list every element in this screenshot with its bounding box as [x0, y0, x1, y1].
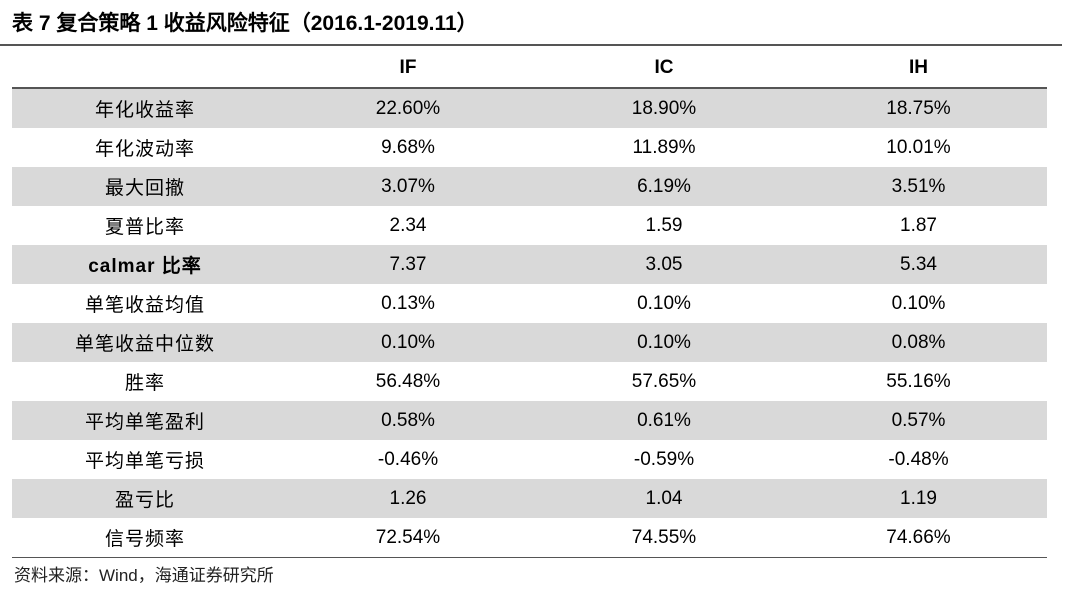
cell-if: 72.54%	[278, 518, 538, 558]
cell-ic: 11.89%	[632, 136, 696, 158]
cell-if: 56.48%	[375, 370, 441, 392]
cell-if: 7.37	[278, 245, 538, 284]
table-title-text: 复合策略 1 收益风险特征（2016.1-2019.11）	[56, 12, 478, 35]
cell-ih: 18.75%	[790, 88, 1047, 128]
row-label: 单笔收益均值	[84, 295, 205, 316]
table-row: 胜率 56.48% 57.65% 55.16%	[12, 362, 1047, 401]
cell-if: 3.07%	[278, 167, 538, 206]
cell-ih: 55.16%	[886, 370, 951, 392]
cell-ic: 1.59	[645, 214, 683, 236]
table-row: 夏普比率 2.34 1.59 1.87	[12, 206, 1047, 245]
header-cell-ic: IC	[538, 49, 790, 89]
cell-ic: 3.05	[538, 245, 790, 284]
table-row: 最大回撤 3.07% 6.19% 3.51%	[12, 167, 1047, 206]
cell-ic: 6.19%	[538, 167, 790, 206]
table-row: 平均单笔亏损 -0.46% -0.59% -0.48%	[12, 440, 1047, 479]
cell-ic: 57.65%	[631, 370, 697, 392]
cell-ih: 0.57%	[790, 401, 1047, 440]
row-label: 平均单笔盈利	[12, 401, 278, 440]
header-cell-label	[12, 49, 278, 89]
cell-if: 1.26	[278, 479, 538, 518]
cell-ih: 3.51%	[790, 167, 1047, 206]
cell-if: -0.46%	[377, 448, 439, 470]
cell-if: 0.13%	[381, 292, 435, 314]
source-note: 资料来源：Wind，海通证券研究所	[14, 566, 274, 585]
cell-ih: 0.10%	[891, 292, 946, 314]
cell-ic: 0.10%	[538, 323, 790, 362]
cell-ih: 74.66%	[790, 518, 1047, 558]
header-cell-if: IF	[278, 49, 538, 89]
table-row: 年化收益率 22.60% 18.90% 18.75%	[12, 88, 1047, 128]
header-cell-ih: IH	[790, 49, 1047, 89]
table-row: 单笔收益中位数 0.10% 0.10% 0.08%	[12, 323, 1047, 362]
row-label: 胜率	[124, 373, 165, 394]
row-label: 年化收益率	[12, 88, 278, 128]
table-container: IF IC IH 年化收益率 22.60% 18.90% 18.75% 年化波动…	[12, 49, 1062, 558]
cell-ic: 1.04	[538, 479, 790, 518]
cell-ic: 74.55%	[538, 518, 790, 558]
cell-ih: 5.34	[790, 245, 1047, 284]
table-row: 盈亏比 1.26 1.04 1.19	[12, 479, 1047, 518]
row-label: 平均单笔亏损	[84, 451, 205, 472]
cell-ih: 1.19	[790, 479, 1047, 518]
table-title: 表 7 复合策略 1 收益风险特征（2016.1-2019.11）	[0, 0, 1062, 46]
table-title-prefix: 表 7	[12, 12, 51, 35]
cell-ih: 0.08%	[790, 323, 1047, 362]
row-label: 单笔收益中位数	[12, 323, 278, 362]
cell-ih: 1.87	[900, 214, 937, 236]
cell-if: 0.10%	[278, 323, 538, 362]
cell-if: 2.34	[389, 214, 427, 236]
table-row: 年化波动率 9.68% 11.89% 10.01%	[12, 128, 1047, 167]
cell-ic: -0.59%	[633, 448, 695, 470]
cell-ih: 10.01%	[886, 136, 951, 158]
table-row: 信号频率 72.54% 74.55% 74.66%	[12, 518, 1047, 558]
cell-ic: 0.61%	[538, 401, 790, 440]
table-row: 平均单笔盈利 0.58% 0.61% 0.57%	[12, 401, 1047, 440]
row-label: calmar 比率	[12, 245, 278, 284]
cell-if: 0.58%	[278, 401, 538, 440]
table-row: 单笔收益均值 0.13% 0.10% 0.10%	[12, 284, 1047, 323]
data-table: IF IC IH 年化收益率 22.60% 18.90% 18.75% 年化波动…	[12, 49, 1047, 558]
cell-ic: 0.10%	[637, 292, 691, 314]
row-label: 盈亏比	[12, 479, 278, 518]
row-label: 最大回撤	[12, 167, 278, 206]
cell-if: 9.68%	[381, 136, 435, 158]
row-label: 信号频率	[12, 518, 278, 558]
row-label: 夏普比率	[104, 217, 185, 238]
row-label: 年化波动率	[94, 139, 195, 160]
header-row: IF IC IH	[12, 49, 1047, 89]
cell-ic: 18.90%	[538, 88, 790, 128]
cell-if: 22.60%	[278, 88, 538, 128]
table-row: calmar 比率 7.37 3.05 5.34	[12, 245, 1047, 284]
cell-ih: -0.48%	[888, 448, 949, 470]
